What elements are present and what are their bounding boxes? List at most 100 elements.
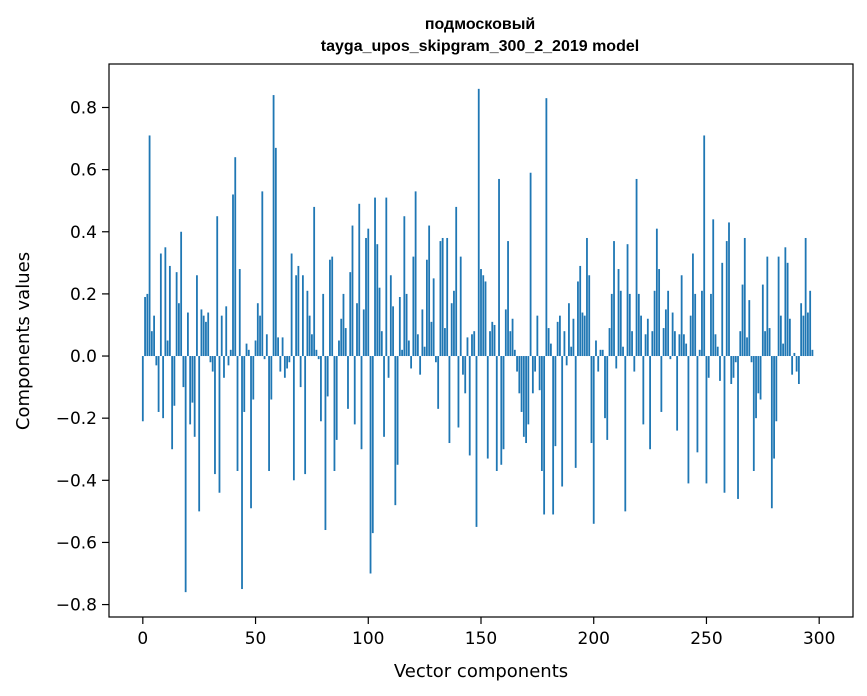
bar — [365, 237, 367, 357]
bar — [716, 346, 719, 357]
bar — [193, 356, 196, 437]
bar — [811, 349, 814, 357]
y-tick-label: −0.2 — [56, 409, 97, 429]
bar — [155, 356, 158, 366]
bar — [360, 356, 363, 450]
bar — [444, 328, 446, 357]
bar — [543, 356, 546, 515]
bar — [416, 334, 419, 357]
bar — [401, 349, 403, 357]
bar — [342, 293, 345, 357]
bar — [448, 356, 451, 444]
bar — [561, 356, 564, 487]
bar — [552, 356, 555, 515]
bar — [394, 356, 397, 506]
bar — [712, 219, 715, 357]
bar — [453, 290, 455, 357]
bar — [333, 356, 336, 471]
bar — [412, 256, 415, 357]
bar — [770, 356, 773, 509]
bar — [565, 356, 568, 366]
bar — [646, 318, 649, 357]
bar — [439, 241, 442, 357]
bar — [252, 356, 255, 400]
bar — [304, 356, 307, 475]
x-axis-ticks: 0 50 100 150 200 250 300 — [137, 617, 835, 649]
bar — [166, 340, 169, 357]
bar — [741, 284, 744, 357]
bar — [209, 356, 212, 363]
bar — [187, 312, 189, 357]
bar — [728, 222, 730, 357]
bar — [750, 356, 753, 363]
bar — [322, 293, 325, 357]
bar — [624, 356, 627, 512]
bar — [241, 356, 243, 590]
bar — [205, 321, 207, 357]
bar — [157, 356, 160, 412]
bar — [367, 228, 370, 357]
y-axis-label: Components values — [13, 252, 34, 430]
bar — [734, 356, 737, 363]
bar — [635, 178, 638, 357]
bar — [574, 356, 577, 468]
bar — [180, 231, 183, 357]
bar — [673, 331, 676, 357]
bar — [403, 216, 406, 357]
bar — [649, 356, 651, 450]
bar — [378, 287, 381, 357]
bar — [676, 356, 679, 431]
bar — [196, 275, 198, 357]
bar — [277, 337, 279, 357]
y-tick-label: −0.4 — [56, 471, 97, 491]
bar — [761, 284, 764, 357]
y-tick-label: −0.6 — [56, 533, 97, 553]
bar — [410, 356, 413, 369]
bar — [597, 356, 600, 372]
bar — [689, 315, 692, 357]
bar — [405, 293, 408, 357]
bar — [631, 331, 633, 357]
bar — [477, 88, 480, 357]
y-tick-label: 0.6 — [70, 161, 97, 181]
bar — [466, 337, 469, 357]
bar — [263, 356, 266, 360]
bar — [572, 318, 575, 357]
bar — [198, 356, 201, 512]
bar — [662, 328, 665, 357]
bar — [757, 356, 760, 394]
bar — [243, 356, 246, 412]
bar — [547, 328, 550, 357]
bar — [482, 275, 485, 357]
bar — [743, 237, 746, 357]
bar — [308, 315, 311, 357]
chart-title: подмосковый — [425, 16, 535, 33]
bar — [554, 356, 557, 447]
bar — [462, 356, 464, 375]
bar — [173, 356, 176, 406]
y-tick-label: −0.8 — [56, 596, 97, 616]
bar — [782, 343, 785, 357]
bar — [295, 275, 298, 357]
x-tick-label: 50 — [245, 629, 267, 649]
bar — [191, 356, 194, 403]
bar — [610, 293, 613, 357]
bar — [608, 328, 611, 357]
bar — [685, 343, 688, 357]
bar — [286, 356, 289, 369]
bar — [288, 356, 291, 363]
bar — [617, 269, 620, 357]
bar — [536, 315, 539, 357]
bar — [344, 328, 347, 357]
bar — [211, 356, 214, 372]
bar — [459, 256, 462, 357]
bar — [437, 356, 440, 409]
bar — [419, 356, 422, 375]
bar — [480, 269, 482, 357]
bar — [455, 206, 458, 357]
bar — [651, 331, 654, 357]
bar — [177, 303, 180, 357]
bar — [489, 331, 491, 357]
bar — [383, 356, 385, 437]
bar — [788, 318, 791, 357]
